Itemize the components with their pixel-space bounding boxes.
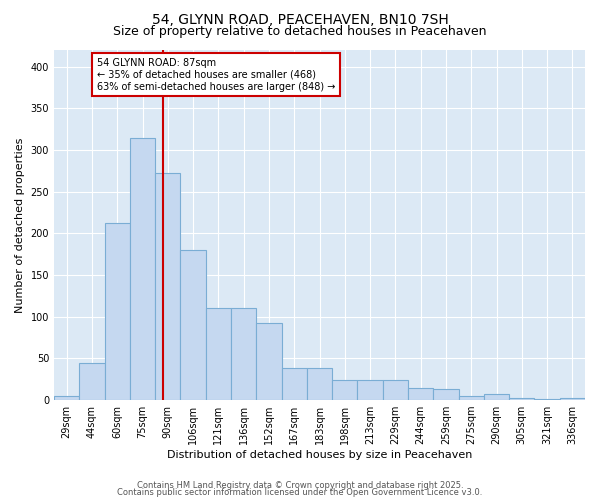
Bar [509, 398, 535, 400]
Bar [79, 364, 104, 400]
Bar [433, 389, 458, 400]
Bar [155, 172, 181, 400]
Bar [484, 394, 509, 400]
Bar [535, 399, 560, 400]
Text: Contains HM Land Registry data © Crown copyright and database right 2025.: Contains HM Land Registry data © Crown c… [137, 480, 463, 490]
Bar [256, 324, 281, 400]
Bar [358, 380, 383, 400]
Bar [281, 368, 307, 400]
Bar [181, 250, 206, 400]
Text: 54 GLYNN ROAD: 87sqm
← 35% of detached houses are smaller (468)
63% of semi-deta: 54 GLYNN ROAD: 87sqm ← 35% of detached h… [97, 58, 335, 92]
Text: Size of property relative to detached houses in Peacehaven: Size of property relative to detached ho… [113, 25, 487, 38]
Bar [130, 138, 155, 400]
Bar [54, 396, 79, 400]
Text: 54, GLYNN ROAD, PEACEHAVEN, BN10 7SH: 54, GLYNN ROAD, PEACEHAVEN, BN10 7SH [152, 12, 448, 26]
Bar [458, 396, 484, 400]
Bar [560, 398, 585, 400]
Bar [383, 380, 408, 400]
Text: Contains public sector information licensed under the Open Government Licence v3: Contains public sector information licen… [118, 488, 482, 497]
Bar [206, 308, 231, 400]
Bar [231, 308, 256, 400]
Y-axis label: Number of detached properties: Number of detached properties [15, 138, 25, 312]
Bar [408, 388, 433, 400]
Bar [332, 380, 358, 400]
Bar [307, 368, 332, 400]
Bar [104, 224, 130, 400]
X-axis label: Distribution of detached houses by size in Peacehaven: Distribution of detached houses by size … [167, 450, 472, 460]
